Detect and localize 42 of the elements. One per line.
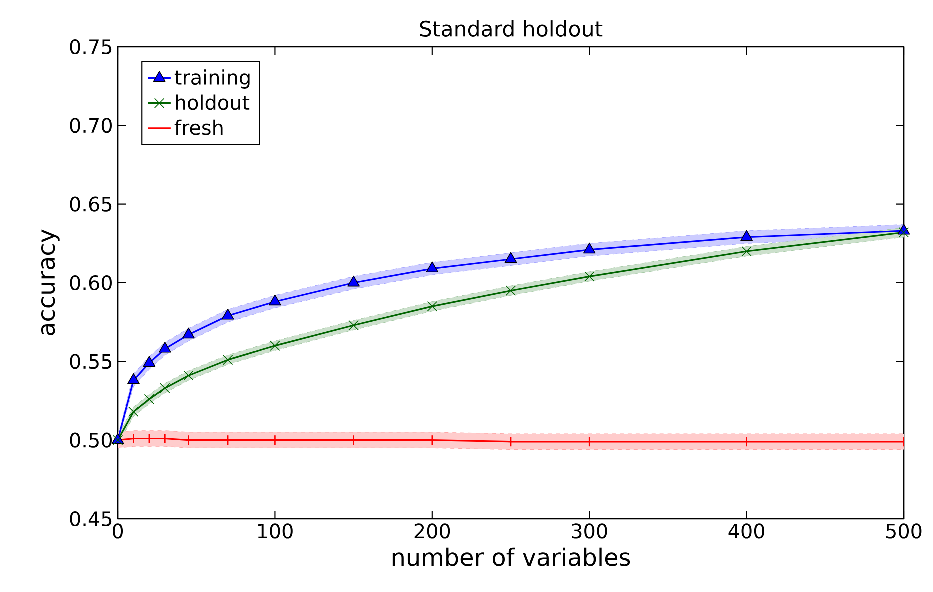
point: [583, 242, 596, 254]
legend-label: fresh: [174, 120, 223, 136]
y-tick-label: 0.75: [70, 39, 112, 55]
x-tick-label: 100: [258, 524, 293, 539]
y-axis-title: accuracy: [41, 230, 60, 336]
point: [222, 308, 234, 320]
point: [506, 286, 516, 296]
y-tick-label: 0.45: [70, 511, 112, 527]
x-tick-label: 500: [886, 524, 922, 539]
y-tick-label: 0.55: [70, 354, 112, 370]
point: [740, 230, 753, 242]
point: [504, 252, 518, 264]
point: [270, 340, 280, 352]
point: [128, 406, 139, 418]
point: [348, 320, 359, 331]
x-tick-label: 300: [572, 524, 608, 539]
point: [427, 301, 438, 312]
y-tick-label: 0.60: [70, 275, 112, 291]
point: [348, 276, 360, 287]
point: [143, 356, 156, 367]
point: [222, 354, 234, 366]
point: [584, 272, 595, 282]
y-tick-label: 0.50: [70, 432, 112, 448]
y-tick-label: 0.65: [70, 196, 112, 212]
point: [144, 394, 155, 405]
point: [158, 342, 172, 353]
legend-label: holdout: [176, 94, 250, 110]
point: [426, 262, 439, 273]
x-tick-label: 400: [728, 524, 764, 539]
point: [160, 383, 170, 394]
point: [742, 246, 752, 257]
point: [898, 228, 910, 238]
chart-title: Standard holdout: [420, 20, 603, 37]
point: [184, 370, 194, 381]
y-tick-label: 0.70: [70, 118, 112, 134]
point: [269, 294, 282, 306]
legend-label: training: [174, 70, 250, 89]
x-tick-label: 0: [112, 524, 124, 539]
point: [182, 328, 195, 339]
x-tick-label: 200: [414, 524, 450, 539]
x-axis-title: number of variables: [392, 548, 630, 566]
point: [128, 373, 140, 384]
